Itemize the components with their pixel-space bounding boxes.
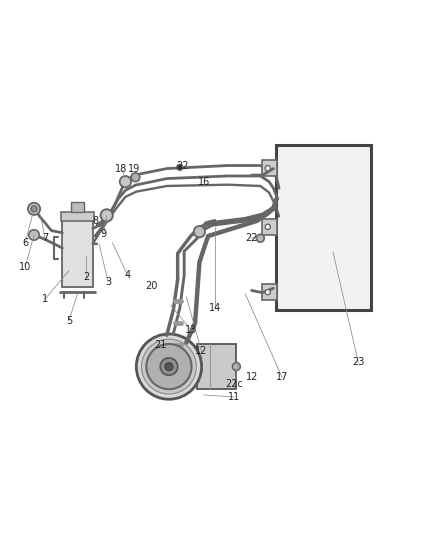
- Circle shape: [28, 203, 40, 215]
- Text: 2: 2: [83, 272, 89, 282]
- Circle shape: [233, 362, 240, 370]
- Text: 3: 3: [105, 277, 111, 287]
- Bar: [62, 220, 93, 287]
- Text: 18: 18: [115, 164, 127, 174]
- Bar: [197, 344, 237, 389]
- Text: 11: 11: [228, 392, 240, 402]
- Text: 14: 14: [208, 303, 221, 313]
- Text: 6: 6: [22, 238, 28, 247]
- Circle shape: [177, 164, 183, 171]
- Text: 22c: 22c: [225, 379, 243, 389]
- Circle shape: [265, 289, 270, 295]
- Text: 12: 12: [195, 346, 208, 357]
- Bar: [71, 203, 84, 212]
- Circle shape: [265, 166, 270, 171]
- Text: 13: 13: [184, 325, 197, 335]
- Circle shape: [194, 226, 205, 237]
- Text: 22: 22: [176, 161, 188, 172]
- Text: 4: 4: [124, 270, 131, 280]
- Bar: [261, 219, 277, 235]
- Text: 7: 7: [42, 233, 48, 243]
- Circle shape: [160, 358, 178, 375]
- Circle shape: [101, 209, 113, 221]
- Circle shape: [165, 362, 173, 370]
- Circle shape: [131, 173, 140, 182]
- Circle shape: [31, 206, 37, 212]
- Text: 20: 20: [145, 281, 158, 291]
- Text: 12: 12: [245, 373, 258, 383]
- Bar: [61, 212, 94, 221]
- Text: 10: 10: [19, 262, 32, 271]
- Bar: [276, 144, 371, 310]
- Circle shape: [265, 224, 270, 230]
- Text: 17: 17: [276, 373, 288, 383]
- Circle shape: [136, 334, 201, 399]
- Text: 23: 23: [352, 357, 364, 367]
- Text: 5: 5: [66, 316, 72, 326]
- Text: 16: 16: [198, 176, 210, 187]
- Circle shape: [256, 235, 264, 242]
- Circle shape: [120, 176, 131, 187]
- Bar: [261, 284, 277, 301]
- Bar: [261, 160, 277, 176]
- Text: 9: 9: [101, 229, 107, 239]
- Text: 1: 1: [42, 294, 48, 304]
- Text: 19: 19: [128, 164, 140, 174]
- Text: 22: 22: [245, 233, 258, 243]
- Circle shape: [146, 344, 191, 389]
- Circle shape: [29, 230, 39, 240]
- Text: 21: 21: [154, 340, 166, 350]
- Circle shape: [141, 339, 196, 394]
- Text: 8: 8: [92, 216, 98, 226]
